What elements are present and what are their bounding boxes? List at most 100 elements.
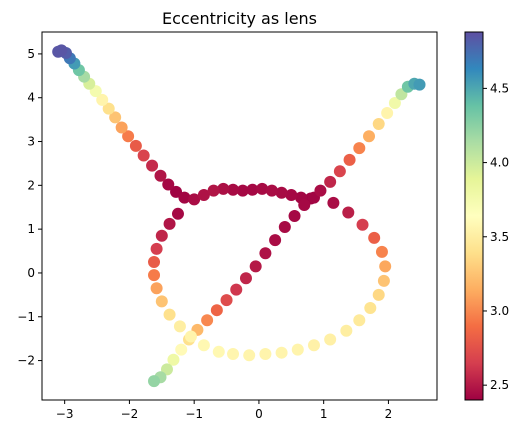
scatter-point — [148, 375, 161, 388]
y-tick-label: 4 — [27, 91, 35, 105]
y-tick-label: 3 — [27, 135, 35, 149]
scatter-point — [243, 349, 256, 362]
scatter-point — [184, 330, 197, 343]
scatter-point — [150, 282, 163, 295]
x-tick-label: 1 — [320, 407, 328, 421]
y-tick-label: 1 — [27, 222, 35, 236]
scatter-point — [342, 206, 355, 219]
scatter-point — [372, 118, 385, 130]
scatter-point — [163, 217, 176, 230]
scatter-point — [102, 102, 115, 115]
plot-frame — [41, 31, 438, 401]
scatter-point — [167, 353, 180, 366]
colorbar-tick-label: 2.5 — [490, 378, 509, 392]
x-tick-label: −2 — [121, 407, 139, 421]
scatter-point — [230, 283, 243, 296]
y-tick-label: 2 — [27, 178, 35, 192]
scatter-point — [307, 339, 320, 352]
y-tick-label: −2 — [17, 354, 35, 368]
scatter-point — [377, 274, 390, 287]
colorbar-tick-label: 3.0 — [490, 304, 509, 318]
scatter-point — [173, 320, 186, 333]
scatter-point — [175, 343, 188, 356]
scatter-point — [109, 111, 122, 124]
scatter-point — [278, 220, 291, 233]
colorbar: 2.5 3.0 3.5 4.0 4.5 — [464, 31, 509, 401]
scatter-point — [291, 343, 304, 356]
scatter-point — [324, 175, 337, 188]
scatter-point — [324, 333, 337, 346]
scatter-point — [171, 207, 184, 220]
scatter-point — [148, 269, 161, 282]
scatter-point — [115, 121, 128, 134]
scatter-point — [239, 272, 252, 285]
scatter-point — [353, 142, 366, 155]
colorbar-ticks: 2.5 3.0 3.5 4.0 4.5 — [483, 81, 509, 392]
scatter-point — [227, 183, 240, 196]
scatter-point — [236, 184, 249, 197]
scatter-point — [388, 96, 401, 109]
scatter-point — [288, 210, 301, 222]
scatter-point — [298, 199, 311, 212]
scatter-point — [148, 256, 161, 268]
scatter-point — [155, 295, 168, 308]
x-tick-label: −3 — [56, 407, 74, 421]
scatter-point — [259, 247, 272, 260]
scatter-points — [52, 44, 426, 388]
scatter-point — [55, 44, 68, 57]
scatter-point — [227, 348, 240, 360]
x-axis: −3 −2 −1 0 1 2 — [56, 400, 392, 421]
scatter-point — [197, 339, 210, 352]
scatter-point — [188, 193, 201, 206]
x-tick-label: −1 — [185, 407, 203, 421]
scatter-point — [178, 191, 191, 204]
scatter-point — [364, 302, 377, 314]
scatter-point — [146, 159, 159, 172]
scatter-point — [269, 234, 282, 247]
scatter-point — [212, 345, 225, 358]
scatter-point — [333, 165, 346, 178]
scatter-point — [246, 183, 259, 196]
scatter-point — [170, 185, 183, 198]
scatter-point — [150, 242, 163, 255]
scatter-point — [285, 188, 298, 201]
colorbar-tick-label: 4.5 — [490, 81, 509, 95]
x-tick-label: 0 — [255, 407, 263, 421]
scatter-point — [155, 229, 168, 242]
scatter-point — [122, 130, 135, 143]
scatter-point — [256, 182, 269, 195]
scatter-point — [356, 218, 369, 231]
scatter-point — [160, 363, 173, 376]
scatter-point — [163, 308, 176, 321]
scatter-point — [217, 182, 230, 195]
scatter-point — [259, 348, 272, 360]
colorbar-tick-label: 4.0 — [490, 156, 509, 170]
y-tick-label: −1 — [17, 310, 35, 324]
scatter-point — [353, 314, 366, 327]
chart-title: Eccentricity as lens — [162, 9, 317, 28]
scatter-point — [372, 288, 385, 301]
scatter-point — [413, 78, 426, 91]
colorbar-tick-label: 3.5 — [490, 230, 509, 244]
scatter-point — [129, 139, 142, 152]
scatter-point — [375, 245, 388, 258]
scatter-point — [340, 324, 353, 337]
scatter-point — [363, 130, 376, 143]
colorbar-gradient — [464, 31, 484, 401]
scatter-point — [137, 149, 150, 162]
scatter-point — [197, 188, 210, 201]
scatter-point — [249, 260, 262, 273]
scatter-point — [275, 186, 288, 199]
scatter-point — [265, 184, 278, 197]
scatter-point — [314, 184, 327, 197]
scatter-point — [154, 169, 167, 182]
scatter-point — [343, 153, 356, 166]
scatter-point — [162, 178, 175, 191]
y-axis: −2 −1 0 1 2 3 4 5 — [17, 47, 42, 368]
scatter-point — [327, 196, 340, 209]
scatter-point — [381, 107, 394, 120]
scatter-point — [201, 314, 214, 327]
scatter-point — [210, 304, 223, 317]
scatter-point — [220, 294, 233, 307]
